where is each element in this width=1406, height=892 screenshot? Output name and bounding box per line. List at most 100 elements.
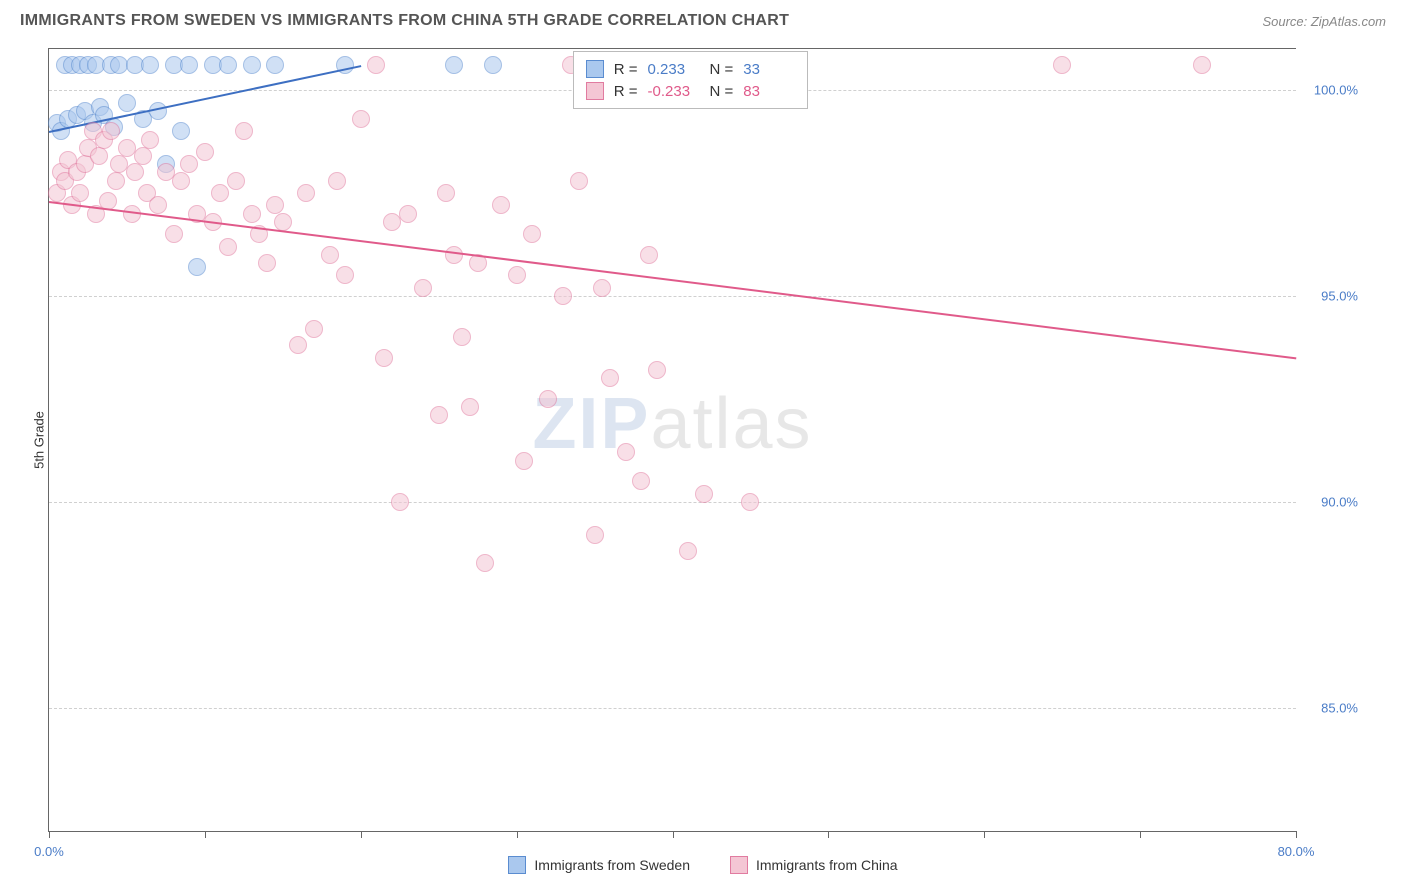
scatter-point-china bbox=[107, 172, 125, 190]
swatch-china bbox=[730, 856, 748, 874]
scatter-point-china bbox=[305, 320, 323, 338]
scatter-point-china bbox=[243, 205, 261, 223]
x-tick bbox=[517, 831, 518, 838]
scatter-point-china bbox=[554, 287, 572, 305]
scatter-point-china bbox=[586, 526, 604, 544]
scatter-point-sweden bbox=[118, 94, 136, 112]
scatter-point-china bbox=[741, 493, 759, 511]
stat-row-sweden: R = 0.233 N = 33 bbox=[586, 58, 796, 80]
scatter-point-china bbox=[593, 279, 611, 297]
stat-r-label: R = bbox=[614, 61, 638, 78]
scatter-point-china bbox=[235, 122, 253, 140]
scatter-point-china bbox=[640, 246, 658, 264]
scatter-point-sweden bbox=[484, 56, 502, 74]
scatter-point-china bbox=[336, 266, 354, 284]
stat-box: R = 0.233 N = 33R = -0.233 N = 83 bbox=[573, 51, 809, 109]
swatch-sweden bbox=[508, 856, 526, 874]
scatter-point-sweden bbox=[172, 122, 190, 140]
scatter-point-china bbox=[328, 172, 346, 190]
scatter-point-china bbox=[165, 225, 183, 243]
scatter-point-china bbox=[227, 172, 245, 190]
gridline bbox=[49, 502, 1296, 503]
legend-item-china: Immigrants from China bbox=[730, 856, 898, 874]
scatter-point-china bbox=[515, 452, 533, 470]
source-label: Source: ZipAtlas.com bbox=[1262, 14, 1386, 29]
y-tick-label: 90.0% bbox=[1321, 494, 1358, 509]
scatter-point-china bbox=[321, 246, 339, 264]
scatter-point-china bbox=[149, 196, 167, 214]
y-tick-label: 100.0% bbox=[1314, 83, 1358, 98]
y-tick-label: 95.0% bbox=[1321, 288, 1358, 303]
scatter-point-china bbox=[492, 196, 510, 214]
scatter-point-china bbox=[352, 110, 370, 128]
scatter-point-china bbox=[134, 147, 152, 165]
chart-container: ZIPatlas 85.0%90.0%95.0%100.0%0.0%80.0%R… bbox=[48, 48, 1296, 832]
x-tick bbox=[49, 831, 50, 838]
scatter-point-china bbox=[258, 254, 276, 272]
scatter-point-china bbox=[289, 336, 307, 354]
y-axis-label: 5th Grade bbox=[31, 411, 46, 469]
stat-n-value-sweden: 33 bbox=[743, 61, 795, 78]
scatter-point-china bbox=[414, 279, 432, 297]
x-tick bbox=[1140, 831, 1141, 838]
scatter-point-china bbox=[570, 172, 588, 190]
scatter-point-china bbox=[180, 155, 198, 173]
scatter-point-sweden bbox=[243, 56, 261, 74]
scatter-point-sweden bbox=[180, 56, 198, 74]
chart-title: IMMIGRANTS FROM SWEDEN VS IMMIGRANTS FRO… bbox=[20, 12, 789, 30]
scatter-point-china bbox=[367, 56, 385, 74]
stat-n-label: N = bbox=[710, 83, 734, 100]
watermark-atlas: atlas bbox=[650, 384, 812, 464]
stat-swatch-china bbox=[586, 82, 604, 100]
scatter-point-china bbox=[1193, 56, 1211, 74]
scatter-point-sweden bbox=[188, 258, 206, 276]
scatter-point-china bbox=[172, 172, 190, 190]
scatter-point-china bbox=[102, 122, 120, 140]
scatter-point-china bbox=[445, 246, 463, 264]
scatter-point-china bbox=[126, 163, 144, 181]
x-tick bbox=[828, 831, 829, 838]
scatter-point-china bbox=[461, 398, 479, 416]
scatter-point-china bbox=[274, 213, 292, 231]
stat-swatch-sweden bbox=[586, 60, 604, 78]
gridline bbox=[49, 296, 1296, 297]
scatter-point-china bbox=[211, 184, 229, 202]
scatter-point-china bbox=[430, 406, 448, 424]
legend-label-sweden: Immigrants from Sweden bbox=[534, 857, 690, 873]
scatter-point-china bbox=[391, 493, 409, 511]
x-tick bbox=[361, 831, 362, 838]
scatter-point-china bbox=[648, 361, 666, 379]
stat-row-china: R =-0.233N =83 bbox=[586, 80, 796, 102]
scatter-point-china bbox=[453, 328, 471, 346]
y-tick-label: 85.0% bbox=[1321, 700, 1358, 715]
trend-line-china bbox=[49, 201, 1296, 359]
legend-item-sweden: Immigrants from Sweden bbox=[508, 856, 690, 874]
scatter-point-china bbox=[196, 143, 214, 161]
scatter-point-china bbox=[523, 225, 541, 243]
scatter-point-china bbox=[297, 184, 315, 202]
scatter-point-china bbox=[539, 390, 557, 408]
scatter-point-sweden bbox=[445, 56, 463, 74]
bottom-legend: Immigrants from Sweden Immigrants from C… bbox=[0, 856, 1406, 874]
scatter-point-china bbox=[695, 485, 713, 503]
stat-n-label: N = bbox=[710, 61, 734, 78]
x-tick bbox=[673, 831, 674, 838]
scatter-point-china bbox=[71, 184, 89, 202]
x-tick bbox=[205, 831, 206, 838]
scatter-point-china bbox=[437, 184, 455, 202]
scatter-point-china bbox=[617, 443, 635, 461]
scatter-point-china bbox=[141, 131, 159, 149]
scatter-point-china bbox=[399, 205, 417, 223]
watermark: ZIPatlas bbox=[532, 383, 812, 465]
scatter-point-china bbox=[632, 472, 650, 490]
stat-r-value-china: -0.233 bbox=[648, 83, 700, 100]
scatter-point-china bbox=[679, 542, 697, 560]
header: IMMIGRANTS FROM SWEDEN VS IMMIGRANTS FRO… bbox=[0, 0, 1406, 40]
scatter-point-china bbox=[476, 554, 494, 572]
legend-label-china: Immigrants from China bbox=[756, 857, 898, 873]
stat-n-value-china: 83 bbox=[743, 83, 795, 100]
scatter-point-china bbox=[266, 196, 284, 214]
scatter-point-china bbox=[1053, 56, 1071, 74]
scatter-point-china bbox=[219, 238, 237, 256]
stat-r-value-sweden: 0.233 bbox=[648, 61, 700, 78]
